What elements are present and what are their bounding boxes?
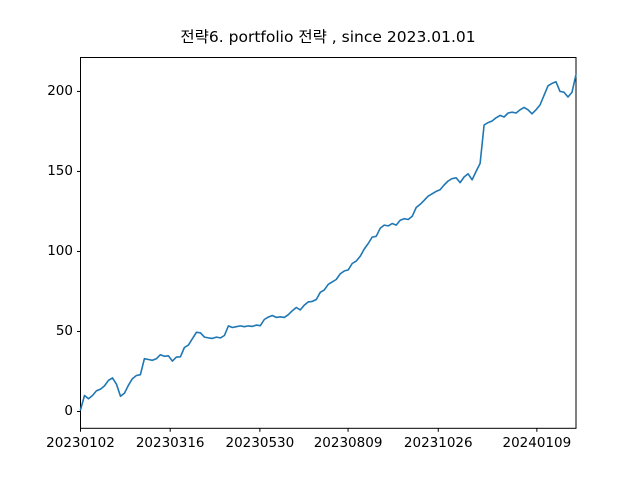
y-tick-label: 0 bbox=[64, 402, 73, 419]
y-tick-label: 200 bbox=[47, 82, 73, 99]
x-tick-label: 20230530 bbox=[225, 435, 295, 451]
tick-marks bbox=[77, 90, 538, 432]
chart-title: 전략6. portfolio 전략 , since 2023.01.01 bbox=[180, 28, 476, 46]
x-tick-label: 20230102 bbox=[46, 435, 115, 451]
y-tick-label: 150 bbox=[47, 162, 73, 179]
y-tick-label: 50 bbox=[55, 322, 73, 339]
x-tick-label: 20231026 bbox=[403, 435, 473, 451]
x-tick-label: 20240109 bbox=[502, 435, 572, 451]
portfolio-line bbox=[79, 73, 577, 411]
x-tick-label: 20230809 bbox=[313, 435, 383, 451]
axes-border bbox=[80, 57, 577, 429]
x-tick-label: 20230316 bbox=[135, 435, 205, 451]
y-tick-label: 100 bbox=[47, 242, 73, 259]
